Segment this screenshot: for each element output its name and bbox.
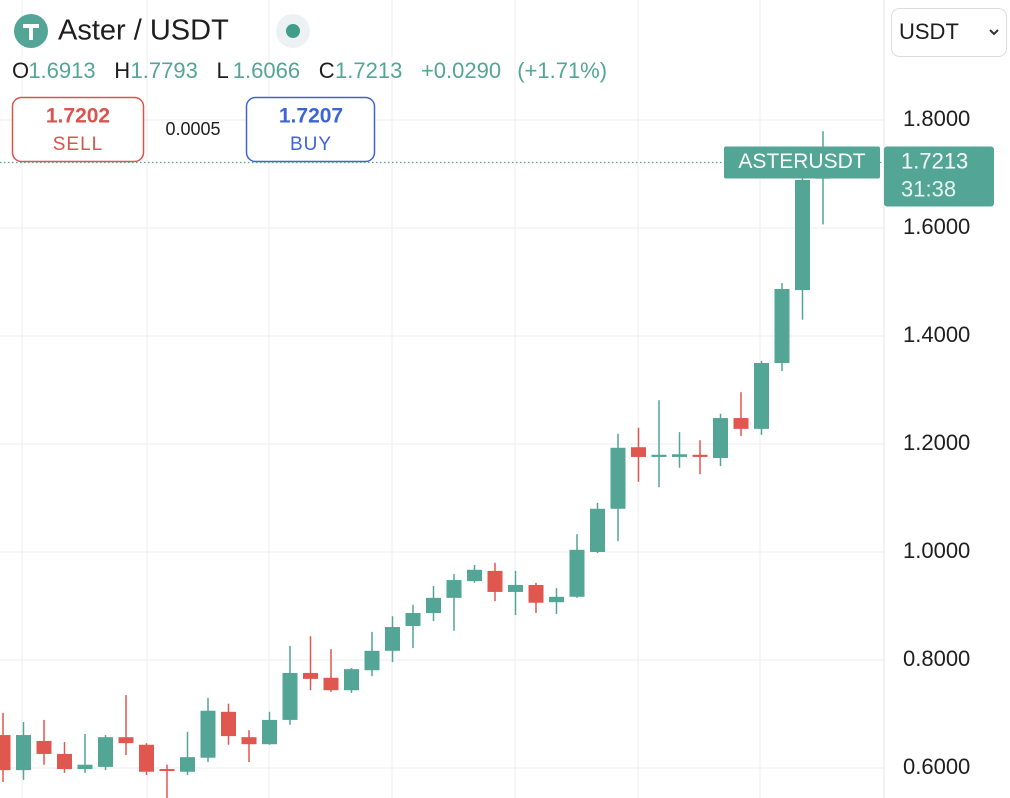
candle-body — [57, 753, 72, 770]
symbol-tag-label: ASTERUSDT — [738, 150, 865, 173]
candle-body — [323, 677, 339, 691]
candle-body — [631, 447, 646, 457]
buy-price: 1.7207 — [279, 105, 343, 128]
candle-body — [754, 362, 769, 429]
y-tick-label: 0.6000 — [903, 754, 970, 779]
candle-body — [77, 764, 93, 770]
candle-body — [344, 669, 359, 691]
candle-body — [262, 719, 277, 745]
ohlc-key: L — [216, 58, 228, 83]
candle-body — [0, 735, 11, 771]
candle-body — [610, 447, 626, 509]
countdown: 31:38 — [901, 176, 956, 201]
currency-select[interactable] — [891, 8, 1007, 57]
y-tick-label: 1.4000 — [903, 322, 970, 347]
candle-body — [16, 735, 31, 771]
sell-button[interactable] — [11, 96, 145, 163]
candle-body — [200, 710, 216, 758]
y-tick-label: 0.8000 — [903, 646, 970, 671]
y-tick-label: 1.8000 — [903, 106, 970, 131]
price-tag-value: 1.7213 — [901, 148, 968, 173]
candle-body — [508, 584, 523, 592]
candle-body — [36, 740, 52, 754]
sell-label: SELL — [53, 134, 103, 155]
candle-body — [303, 672, 318, 679]
candle-body — [446, 580, 462, 598]
candle-body — [733, 418, 749, 429]
candle-body — [774, 289, 790, 363]
candle-body — [98, 737, 113, 767]
y-tick-label: 1.6000 — [903, 214, 970, 239]
candle-body — [590, 508, 605, 552]
change: +0.0290 — [421, 58, 501, 83]
y-tick-label: 1.0000 — [903, 538, 970, 563]
status-dot — [286, 24, 300, 38]
candle-body — [549, 596, 564, 603]
candle-body — [713, 418, 728, 459]
ohlc-key: C — [319, 58, 335, 83]
candle-body — [282, 672, 298, 720]
candle-body — [159, 769, 175, 772]
candle-body — [651, 454, 667, 457]
spread: 0.0005 — [165, 119, 220, 139]
candle-body — [528, 584, 544, 603]
logo-mark — [23, 24, 39, 40]
symbol: Aster / USDT — [58, 15, 229, 47]
candle-body — [241, 737, 257, 745]
candle-body — [795, 179, 810, 291]
candle-body — [672, 454, 687, 457]
candle-body — [569, 549, 585, 597]
candle-body — [118, 737, 134, 744]
ohlc-key: O — [12, 58, 29, 83]
change-pct: (+1.71%) — [517, 58, 607, 83]
ohlc-value: 1.6066 — [233, 58, 300, 83]
price-tag — [884, 146, 994, 207]
sell-price: 1.7202 — [46, 105, 110, 128]
chevron — [989, 29, 999, 36]
candle-body — [692, 454, 708, 457]
candle-body — [385, 627, 400, 651]
candle-body — [487, 570, 503, 592]
ohlc-value: 1.7213 — [335, 58, 402, 83]
candle-body — [139, 744, 154, 772]
buy-button[interactable] — [245, 96, 376, 163]
candle-body — [221, 711, 236, 737]
currency: USDT — [899, 19, 959, 44]
candle-body — [364, 650, 380, 671]
ohlc-value: 1.6913 — [28, 58, 95, 83]
y-tick-label: 1.2000 — [903, 430, 970, 455]
candle-body — [467, 569, 482, 582]
buy-label: BUY — [290, 134, 332, 155]
candle-body — [426, 597, 441, 613]
ohlc-value: 1.7793 — [131, 58, 198, 83]
candle-body — [180, 757, 195, 772]
symbol-tag — [724, 146, 880, 179]
ohlc-key: H — [114, 58, 130, 83]
candle-body — [405, 612, 421, 626]
